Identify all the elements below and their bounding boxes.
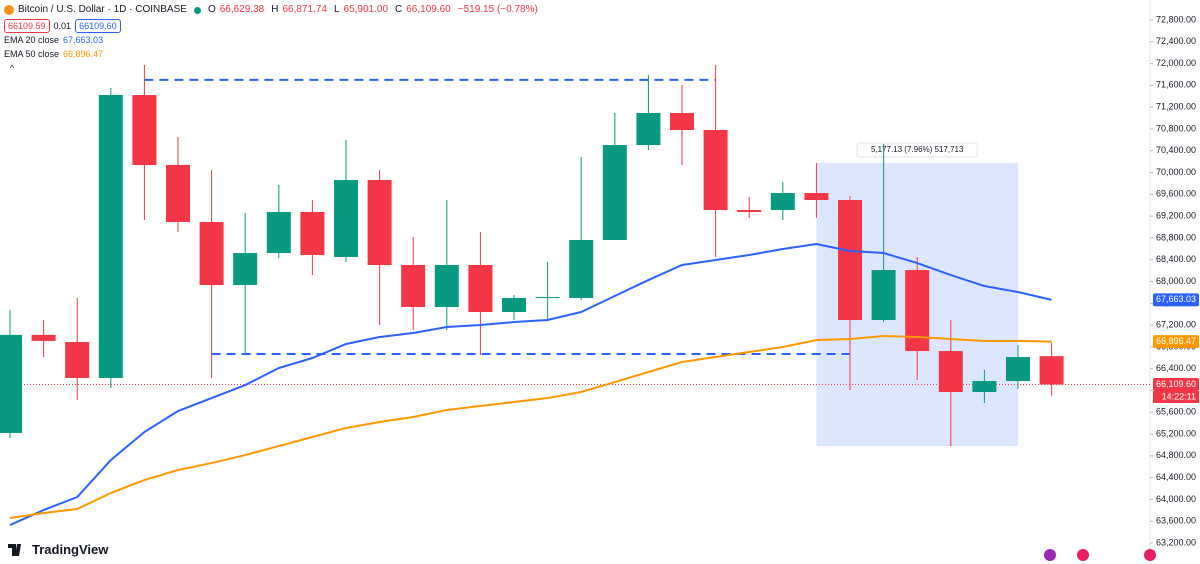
y-tick-label: 72,800.00 [1156, 14, 1196, 24]
flag-icon[interactable] [1144, 549, 1156, 561]
ohlc-value: 65,901.00 [343, 4, 389, 15]
candle-body [871, 270, 896, 321]
flag-icon[interactable] [1077, 549, 1089, 561]
candle-body [535, 297, 560, 299]
range-label: 5,177.13 (7.96%) 517,713 [871, 145, 964, 154]
logo: TradingView [8, 542, 108, 557]
candle-body [737, 210, 762, 212]
ohlc-value: 66,109.60 [406, 4, 451, 15]
y-tick-label: 69,200.00 [1156, 211, 1196, 221]
ohlc-key: L [333, 4, 340, 15]
ohlc-value: 66,629.38 [219, 4, 265, 15]
y-tick-label: 64,400.00 [1156, 472, 1196, 482]
candle-body [132, 95, 157, 166]
countdown-bg [1153, 391, 1199, 404]
collapse-toggle[interactable]: ^ [10, 63, 15, 73]
indicator-tag-bg [1153, 335, 1199, 349]
candle-body [199, 222, 224, 285]
y-tick-label: 70,800.00 [1156, 123, 1196, 133]
candle-body [98, 95, 123, 378]
y-tick-label: 68,800.00 [1156, 232, 1196, 242]
ema-line [9, 243, 1052, 526]
indicator-value: 66,896.47 [63, 49, 104, 59]
candle-body [502, 298, 526, 313]
brand-name: TradingView [32, 542, 109, 557]
event-icon[interactable] [1044, 549, 1056, 561]
candle-body [1039, 356, 1064, 385]
sell-button[interactable]: 66109.59 [4, 19, 50, 33]
y-tick-label: 63,200.00 [1156, 537, 1196, 547]
spread: 0.01 [53, 21, 72, 31]
candle-body [938, 351, 963, 392]
candle-body [1006, 357, 1030, 381]
buy-button[interactable]: 66109.60 [75, 19, 121, 33]
candle-body [266, 211, 291, 254]
candle-body [905, 270, 930, 352]
candle-body [367, 180, 392, 266]
candle-body [334, 180, 358, 257]
range-label-bg [856, 142, 978, 158]
y-tick-label: 68,400.00 [1156, 254, 1196, 264]
ohlc-key: C [395, 4, 403, 15]
candle-body [569, 239, 594, 299]
y-tick-label: 71,600.00 [1156, 80, 1196, 90]
candle-body [602, 145, 627, 240]
y-tick-label: 63,600.00 [1156, 516, 1196, 526]
y-tick-label: 68,000.00 [1156, 276, 1196, 286]
last-price-tag: 66,109.60 [1156, 379, 1196, 389]
y-tick-label: 65,600.00 [1156, 407, 1196, 417]
indicator-tag-bg [1153, 293, 1199, 307]
indicator-name: EMA 20 close [4, 35, 60, 45]
candle-body [636, 112, 661, 146]
candle-body [65, 341, 90, 378]
last-price-tag-bg [1153, 378, 1199, 392]
coin-icon [4, 5, 14, 15]
logo-mark [8, 543, 23, 556]
y-tick-label: 71,200.00 [1156, 102, 1196, 112]
candle-body [770, 193, 795, 211]
candle-body [468, 265, 493, 313]
y-tick-label: 72,000.00 [1156, 58, 1196, 68]
y-tick-label: 69,600.00 [1156, 189, 1196, 199]
y-tick-label: 70,400.00 [1156, 145, 1196, 155]
y-tick-label: 64,800.00 [1156, 450, 1196, 460]
candle-body [434, 265, 459, 308]
candle-body [804, 193, 829, 201]
status-dot [193, 6, 201, 14]
candle-body [838, 200, 862, 321]
y-tick-label: 70,000.00 [1156, 167, 1196, 177]
candle-body [670, 112, 694, 130]
candle-body [166, 165, 190, 223]
indicator-row[interactable]: EMA 50 close 66,896.47 [4, 47, 541, 61]
candle-body [401, 265, 426, 308]
y-tick-label: 66,400.00 [1156, 363, 1196, 373]
indicator-tag: 66,896.47 [1156, 336, 1196, 346]
ema-line [9, 334, 1052, 520]
y-tick-label: 65,200.00 [1156, 428, 1196, 438]
candle-body [300, 211, 325, 256]
y-tick-label: 72,400.00 [1156, 36, 1196, 46]
indicator-tag: 67,663.03 [1156, 294, 1196, 304]
ohlc-value: 66,871.74 [282, 4, 327, 15]
symbol-title[interactable]: Bitcoin / U.S. Dollar · 1D · COINBASE [18, 4, 187, 15]
y-tick-label: 64,000.00 [1156, 494, 1196, 504]
candle-body [703, 129, 728, 211]
ohlc-key: O [207, 4, 216, 15]
indicator-row[interactable]: EMA 20 close 67,663.03 [4, 33, 541, 47]
countdown: 14:22:11 [1162, 391, 1196, 401]
price-buttons: 66109.59 0.01 66109.60 [4, 19, 541, 33]
change: −519.15 (−0.78%) [457, 4, 538, 15]
indicator-value: 67,663.03 [63, 35, 104, 45]
candle-body [31, 334, 56, 341]
ohlc-key: H [271, 4, 279, 15]
candle-body [0, 334, 22, 433]
y-tick-label: 67,200.00 [1156, 319, 1196, 329]
indicator-name: EMA 50 close [4, 49, 60, 59]
candle-body [233, 253, 258, 285]
candle-body [972, 380, 997, 392]
